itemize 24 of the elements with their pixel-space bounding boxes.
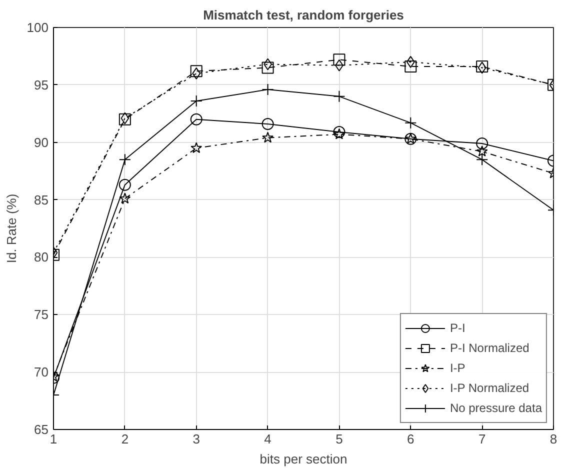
y-tick-label: 85 xyxy=(34,192,49,208)
x-tick-label: 1 xyxy=(50,432,58,446)
x-tick-label: 2 xyxy=(121,432,129,446)
x-tick-label: 8 xyxy=(550,432,558,446)
legend-label: No pressure data xyxy=(450,401,542,415)
y-tick-label: 100 xyxy=(26,20,49,35)
y-tick-label: 80 xyxy=(34,250,49,265)
x-axis-title: bits per section xyxy=(260,452,348,466)
legend-label: P-I xyxy=(450,321,466,335)
x-tick-label: 4 xyxy=(264,432,272,446)
y-tick-label: 65 xyxy=(34,422,49,437)
x-tick-label: 5 xyxy=(336,432,343,446)
chart-title: Mismatch test, random forgeries xyxy=(203,8,404,22)
legend-label: P-I Normalized xyxy=(450,341,530,355)
x-tick-label: 6 xyxy=(407,432,414,446)
legend-label: I-P Normalized xyxy=(450,381,530,395)
y-tick-label: 90 xyxy=(34,134,49,150)
x-tick-label: 7 xyxy=(478,432,486,446)
y-tick-label: 95 xyxy=(34,77,49,92)
legend-label: I-P xyxy=(450,361,466,375)
y-tick-label: 70 xyxy=(34,364,49,380)
y-axis-title: Id. Rate (%) xyxy=(4,194,19,264)
x-tick-label: 3 xyxy=(192,432,200,446)
y-tick-label: 75 xyxy=(34,307,49,322)
